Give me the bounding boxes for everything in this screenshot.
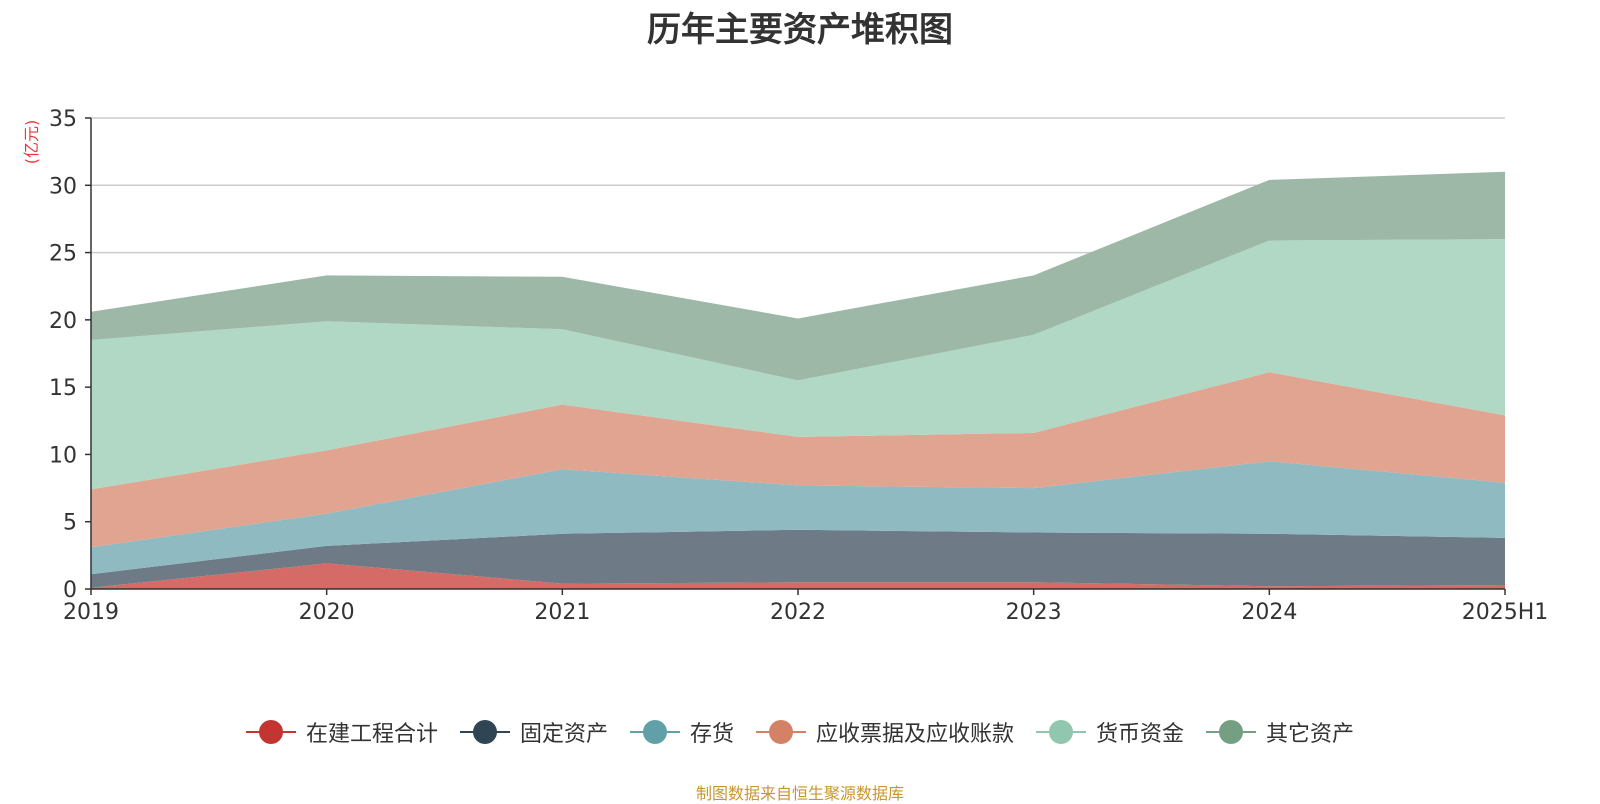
legend-marker-icon [629, 719, 680, 745]
chart-title: 历年主要资产堆积图 [647, 10, 953, 50]
legend-item-other-assets[interactable]: 其它资产 [1206, 716, 1354, 748]
x-tick-label: 2024 [1241, 600, 1297, 625]
x-tick-label: 2025H1 [1462, 600, 1549, 625]
area-series-3 [91, 372, 1505, 548]
legend-label: 存货 [689, 722, 734, 747]
x-tick-label: 2022 [770, 600, 826, 625]
legend-marker-icon [1206, 719, 1257, 745]
area-series-5 [91, 171, 1505, 381]
x-tick-label: 2019 [63, 600, 119, 625]
y-tick-label: 15 [49, 376, 77, 401]
legend-marker-icon [756, 719, 806, 745]
area-series-1 [91, 529, 1505, 588]
legend: 在建工程合计 固定资产 存货 应收票据及应收账款 货币资金 其它资产 [0, 716, 1600, 748]
x-tick-label: 2020 [299, 600, 355, 625]
legend-label: 货币资金 [1096, 722, 1185, 747]
axes: 0 5 10 15 20 25 30 35 2019 2020 2021 2022 2023 2024 20… [49, 107, 1548, 625]
y-tick-label: 10 [49, 443, 77, 468]
x-tick-label: 2023 [1006, 600, 1062, 625]
legend-label: 应收票据及应收账款 [816, 722, 1015, 747]
y-tick-label: 5 [63, 511, 77, 536]
area-layer [91, 171, 1505, 589]
x-tick-label: 2021 [534, 600, 590, 625]
y-tick-label: 0 [63, 578, 77, 603]
area-series-4 [91, 239, 1505, 490]
legend-item-cash[interactable]: 货币资金 [1036, 716, 1184, 748]
y-tick-label: 25 [49, 242, 77, 267]
legend-item-fixed-assets[interactable]: 固定资产 [459, 716, 608, 748]
y-tick-label: 30 [49, 174, 77, 199]
legend-marker-icon [459, 719, 510, 745]
legend-label: 在建工程合计 [305, 722, 438, 747]
legend-label: 固定资产 [519, 722, 608, 747]
legend-item-construction[interactable]: 在建工程合计 [245, 716, 438, 748]
source-note: 制图数据来自恒生聚源数据库 [695, 784, 904, 803]
area-series-2 [91, 461, 1505, 575]
legend-item-inventory[interactable]: 存货 [629, 716, 734, 748]
legend-marker-icon [245, 719, 296, 745]
legend-marker-icon [1036, 719, 1087, 745]
legend-label: 其它资产 [1266, 722, 1355, 747]
area-series-0 [91, 563, 1505, 589]
y-axis-unit-label: (亿元) [22, 120, 41, 165]
y-tick-label: 35 [49, 107, 77, 132]
legend-item-receivables[interactable]: 应收票据及应收账款 [756, 716, 1014, 748]
y-tick-label: 20 [49, 309, 77, 334]
